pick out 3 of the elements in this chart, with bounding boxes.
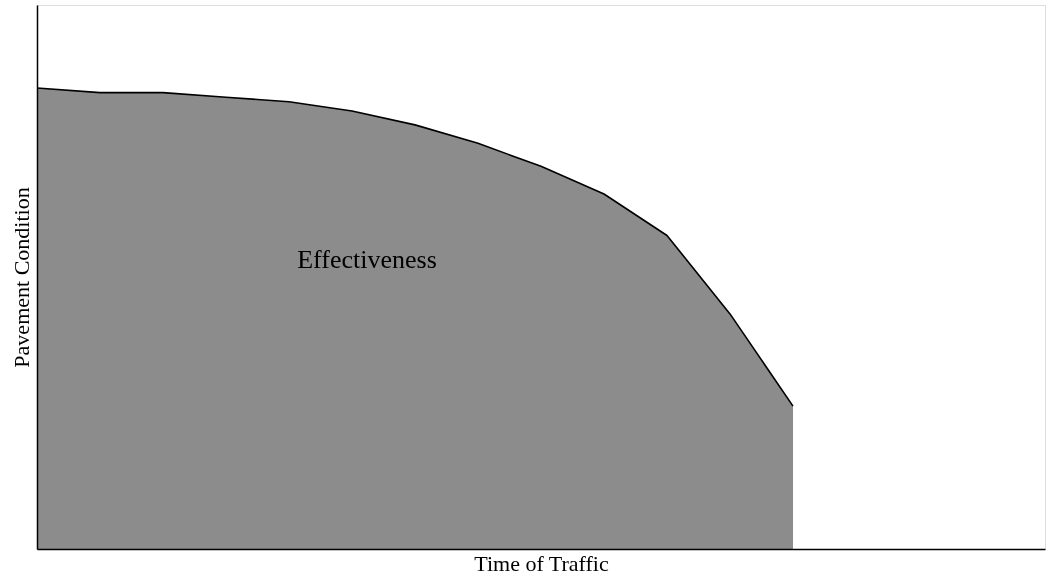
y-axis-title: Pavement Condition bbox=[8, 187, 34, 368]
x-axis-title: Time of Traffic bbox=[474, 550, 609, 576]
annotation: Effectiveness bbox=[297, 245, 437, 274]
